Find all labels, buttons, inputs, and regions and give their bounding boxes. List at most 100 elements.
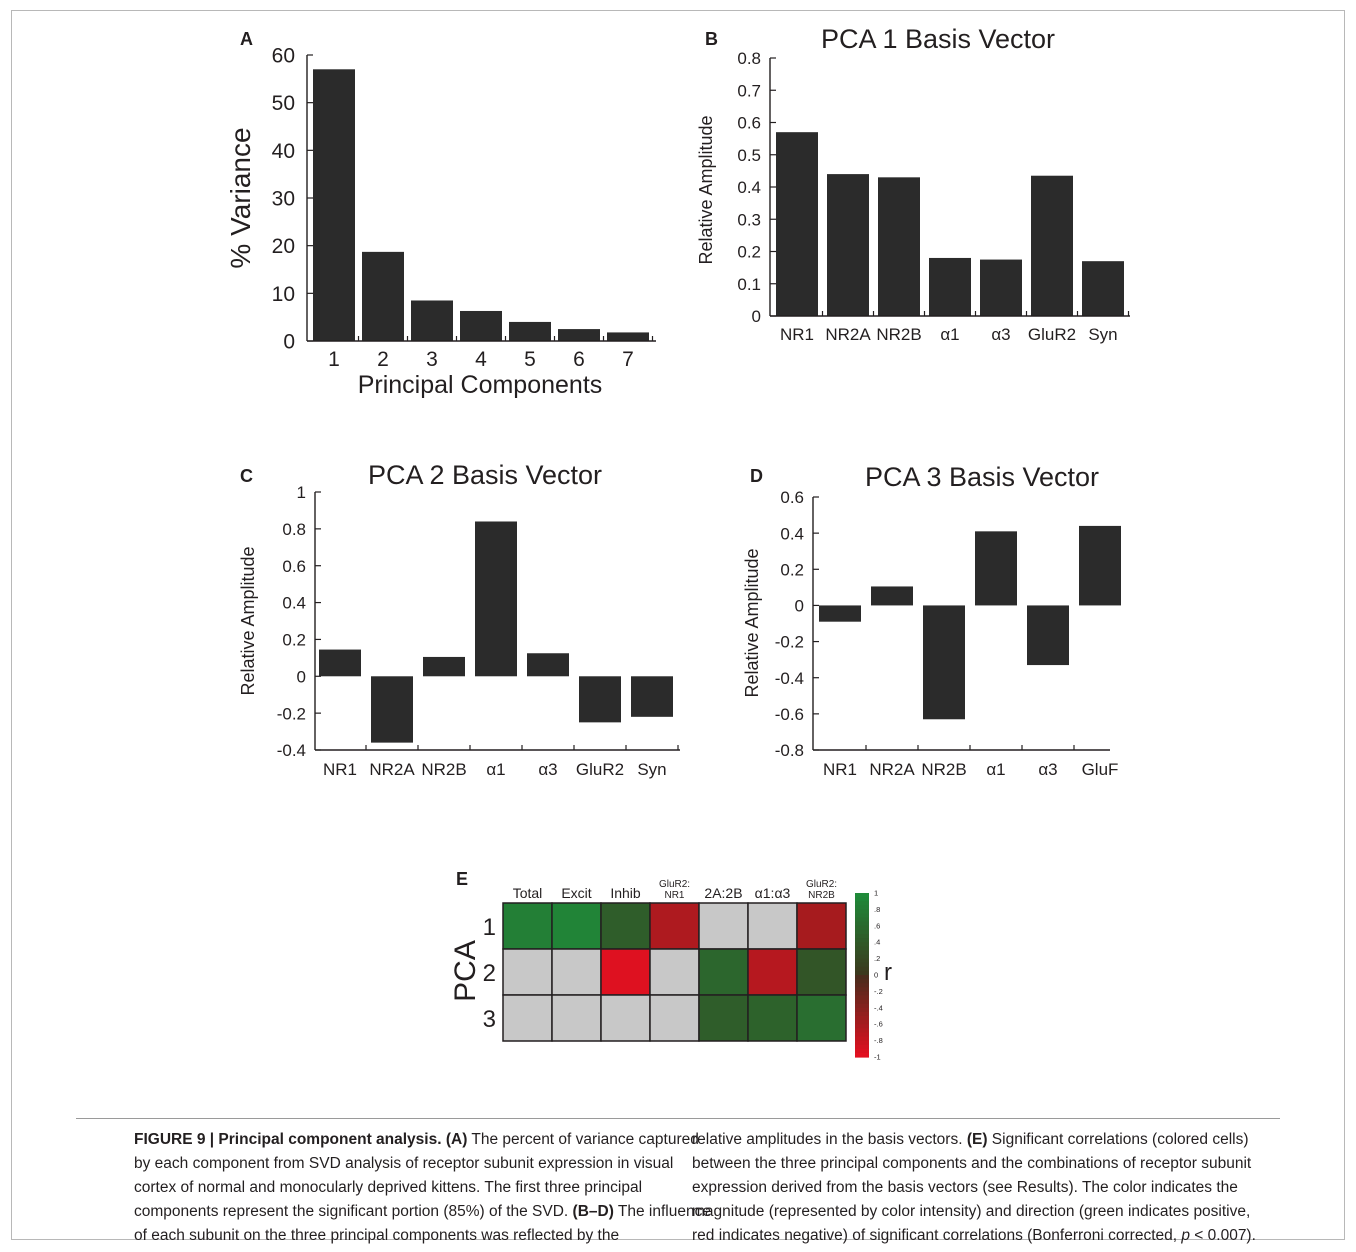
colorbar-segment: [855, 1052, 869, 1058]
x-tick-label: GluF: [1082, 760, 1119, 779]
x-tick-label: α1: [986, 760, 1005, 779]
colorbar-segment: [855, 1020, 869, 1025]
y-tick-label: -0.2: [775, 633, 804, 652]
bar: [878, 177, 920, 316]
caption-text-3: < 0.007).: [1189, 1227, 1256, 1244]
colorbar-segment: [855, 921, 869, 927]
colorbar-segment: [855, 929, 869, 935]
y-axis-label: Relative Amplitude: [238, 546, 258, 695]
bar: [509, 321, 551, 341]
caption-tag-bd: (B–D): [572, 1203, 614, 1220]
y-tick-label: 0.6: [780, 488, 804, 507]
heatmap-cell: [551, 948, 602, 996]
heatmap-col-label: GluR2: NR1: [659, 879, 690, 901]
y-tick-label: 0.3: [737, 210, 761, 229]
x-tick-label: NR2A: [369, 760, 415, 779]
bar: [1031, 175, 1073, 316]
chart-title: PCA 3 Basis Vector: [865, 462, 1099, 492]
bar: [460, 310, 502, 341]
y-tick-label: 0: [297, 667, 306, 686]
panel-e: E Total Excit Inhib GluR2: NR1 2A:2B α1:α3 GluR2…: [449, 869, 892, 1062]
y-tick-label: 20: [272, 235, 295, 258]
caption-text-a: The percent of variance captured by each…: [134, 1131, 699, 1220]
colorbar-segment: [855, 1024, 869, 1029]
y-tick-label: 40: [272, 140, 295, 163]
caption-right: relative amplitudes in the basis vectors…: [692, 1128, 1272, 1248]
bar: [579, 676, 621, 723]
bar: [319, 649, 361, 677]
colorbar-segment: [855, 1036, 869, 1042]
heatmap-cell: [747, 994, 798, 1042]
colorbar-segment: [855, 905, 869, 910]
y-axis-label: Relative Amplitude: [696, 115, 716, 264]
colorbar-segment: [855, 925, 869, 931]
colorbar-segment: [855, 995, 869, 1001]
x-tick-label: NR2B: [421, 760, 466, 779]
chart-title: PCA 1 Basis Vector: [821, 24, 1055, 54]
colorbar-segment: [855, 1032, 869, 1038]
colorbar-segment: [855, 979, 869, 984]
x-tick-label: Syn: [637, 760, 666, 779]
y-tick-label: 0: [795, 597, 804, 616]
colorbar-segment: [855, 1048, 869, 1054]
panel-letter: B: [705, 29, 718, 49]
y-axis-label: Relative Amplitude: [742, 548, 762, 697]
bar: [776, 132, 818, 316]
heatmap-row-label: 3: [483, 1006, 496, 1033]
colorbar-tick-label: -.2: [874, 987, 883, 996]
heatmap-cell: [502, 948, 553, 996]
panel-letter: D: [750, 466, 763, 486]
x-tick-label: α1: [940, 325, 959, 344]
heatmap-cell: [698, 948, 749, 996]
y-tick-label: 0.5: [737, 146, 761, 165]
x-tick-label: NR1: [323, 760, 357, 779]
bar: [631, 676, 673, 717]
x-tick-label: α1: [486, 760, 505, 779]
y-tick-label: -0.4: [775, 669, 804, 688]
caption-text-1: relative amplitudes in the basis vectors…: [692, 1131, 967, 1148]
colorbar-segment: [855, 983, 869, 988]
heatmap-cell: [551, 902, 602, 950]
y-tick-label: 0.8: [737, 49, 761, 68]
colorbar-tick-label: -.4: [874, 1003, 883, 1012]
colorbar-segment: [855, 999, 869, 1005]
heatmap-cell: [600, 902, 651, 950]
colorbar-tick-label: -1: [874, 1053, 881, 1062]
heatmap-row-label: 1: [483, 914, 496, 941]
x-axis-label: Principal Components: [358, 371, 603, 399]
caption-left: FIGURE 9 | Principal component analysis.…: [134, 1128, 714, 1248]
heatmap-cell: [796, 948, 847, 996]
caption-text-bd: The influence of each subunit on the thr…: [134, 1203, 711, 1244]
y-tick-label: 60: [272, 45, 295, 68]
colorbar-tick-label: 0: [874, 971, 878, 980]
panel-a: A 0 10 20 30 40 50 60 1 2 3 4 5 6 7 % Variance Principal…: [225, 29, 656, 399]
x-tick-label: GluR2: [576, 760, 624, 779]
x-tick-label: NR2A: [869, 760, 915, 779]
bar: [475, 521, 517, 677]
panel-letter: E: [456, 869, 468, 889]
colorbar-segment: [855, 1028, 869, 1033]
panel-letter: A: [240, 29, 253, 49]
colorbar-segment: [855, 938, 869, 943]
heatmap-col-label: Total: [513, 885, 543, 901]
y-tick-label: 0.1: [737, 275, 761, 294]
heatmap-cell: [747, 948, 798, 996]
bar: [558, 329, 600, 341]
heatmap-cell: [502, 994, 553, 1042]
caption-text-2: Significant correlations (colored cells)…: [692, 1131, 1252, 1244]
bar: [423, 656, 465, 677]
x-tick-label: 2: [377, 348, 389, 371]
colorbar-segment: [855, 893, 869, 898]
heatmap-cell: [551, 994, 602, 1042]
caption-tag-a: (A): [445, 1131, 468, 1148]
colorbar-segment: [855, 962, 869, 968]
y-tick-label: 0: [752, 307, 761, 326]
bar: [362, 251, 404, 341]
heatmap-col-label: α1:α3: [755, 885, 791, 901]
y-tick-label: 1: [297, 483, 306, 502]
heatmap-cell: [698, 994, 749, 1042]
y-tick-label: 0.4: [780, 524, 804, 543]
panel-d: D PCA 3 Basis Vector -0.8 -0.6 -0.4 -0.2 0 0.2 0…: [742, 462, 1121, 779]
heatmap-row-label: 2: [483, 960, 496, 987]
y-tick-label: -0.4: [277, 741, 306, 760]
